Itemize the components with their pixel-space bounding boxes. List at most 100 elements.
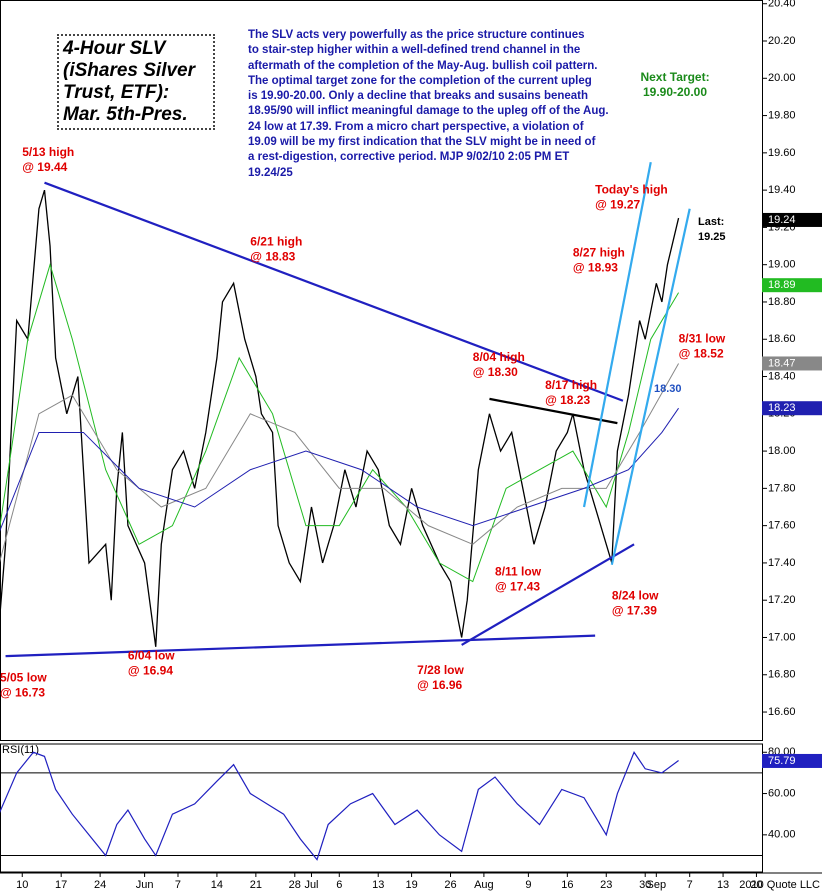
annotation: 5/13 high bbox=[22, 145, 74, 159]
annotation: 6/21 high bbox=[250, 234, 302, 248]
rsi-tick-label: 40.00 bbox=[768, 829, 796, 841]
last-label: Last: bbox=[698, 216, 724, 228]
trendline bbox=[582, 161, 652, 508]
annotation: 5/05 low bbox=[0, 671, 47, 685]
last-label: 19.25 bbox=[698, 231, 726, 243]
y-tick-label: 20.20 bbox=[768, 35, 796, 47]
annotation: @ 19.44 bbox=[22, 160, 67, 174]
y-tick-label: 18.40 bbox=[768, 370, 796, 382]
price-tag bbox=[762, 278, 822, 293]
moving-average bbox=[0, 363, 680, 563]
note-line: is 19.90-20.00. Only a decline that brea… bbox=[248, 90, 589, 103]
title-line: 4-Hour SLV bbox=[63, 38, 166, 59]
x-tick-label: Sep bbox=[647, 879, 667, 891]
target-line: Next Target: bbox=[640, 70, 710, 84]
x-tick-label: 17 bbox=[55, 879, 67, 891]
price-tag-label: 18.23 bbox=[768, 402, 796, 414]
price-tag-label: 18.47 bbox=[768, 357, 796, 369]
rsi-line bbox=[0, 750, 679, 861]
title-line: Mar. 5th-Pres. bbox=[63, 104, 188, 125]
trendline bbox=[5, 634, 596, 658]
x-tick-label: 7 bbox=[687, 879, 693, 891]
title-line: (iShares Silver bbox=[63, 60, 196, 81]
annotation: @ 16.73 bbox=[0, 686, 45, 700]
x-tick-label: Jul bbox=[304, 879, 318, 891]
y-tick-label: 18.00 bbox=[768, 445, 796, 457]
title-box: 4-Hour SLV (iShares Silver Trust, ETF): Mar… bbox=[57, 34, 215, 130]
y-tick-label: 17.20 bbox=[768, 594, 796, 606]
x-tick-label: 26 bbox=[444, 879, 456, 891]
annotation: 8/17 high bbox=[545, 378, 597, 392]
x-tick-label: 10 bbox=[16, 879, 28, 891]
x-tick-label: 21 bbox=[250, 879, 262, 891]
y-tick-label: 18.60 bbox=[768, 333, 796, 345]
y-tick-label: 19.00 bbox=[768, 259, 796, 271]
y-tick-label: 19.60 bbox=[768, 147, 796, 159]
rsi-frame bbox=[0, 743, 763, 873]
y-tick-label: 20.40 bbox=[768, 0, 796, 10]
y-tick-label: 16.60 bbox=[768, 706, 796, 718]
y-tick-label: 17.00 bbox=[768, 631, 796, 643]
rsi-tick-label: 60.00 bbox=[768, 787, 796, 799]
moving-average bbox=[0, 262, 679, 583]
x-tick-label: 7 bbox=[175, 879, 181, 891]
y-tick-label: 17.80 bbox=[768, 482, 796, 494]
annotation: @ 16.94 bbox=[128, 663, 173, 677]
x-tick-label: 13 bbox=[372, 879, 384, 891]
y-tick-label: 20.00 bbox=[768, 72, 796, 84]
annotation: @ 19.27 bbox=[595, 197, 640, 211]
price-tag bbox=[762, 212, 822, 227]
rsi-tag-label: 75.79 bbox=[768, 755, 796, 767]
x-tick-label: Aug bbox=[474, 879, 494, 891]
note-line: 24 low at 17.39. From a micro chart pers… bbox=[248, 120, 584, 133]
y-tick-label: 19.40 bbox=[768, 184, 796, 196]
commentary: The SLV acts very powerfully as the pric… bbox=[248, 28, 628, 181]
annotation: 8/31 low bbox=[679, 331, 726, 345]
annotation: @ 18.23 bbox=[545, 393, 590, 407]
annotation: Today's high bbox=[595, 182, 668, 196]
y-tick-label: 17.60 bbox=[768, 520, 796, 532]
y-tick-label: 16.80 bbox=[768, 669, 796, 681]
x-tick-label: 16 bbox=[561, 879, 573, 891]
trendline bbox=[44, 181, 624, 402]
y-tick-label: 19.80 bbox=[768, 109, 796, 121]
rsi-name: RSI(11) bbox=[2, 744, 39, 756]
note-line: a rest-digestion, corrective period. MJP… bbox=[248, 151, 570, 164]
note-line: aftermath of the completion of the May-A… bbox=[248, 59, 598, 72]
price-tag bbox=[762, 401, 822, 416]
note-line: 18.95/90 will inflict meaningful damage … bbox=[248, 105, 609, 118]
x-tick-label: 9 bbox=[525, 879, 531, 891]
annotation: @ 17.39 bbox=[612, 604, 657, 618]
x-tick-label: 20 bbox=[750, 879, 762, 891]
title-line: Trust, ETF): bbox=[63, 82, 170, 103]
y-tick-label: 18.80 bbox=[768, 296, 796, 308]
y-tick-label: 17.40 bbox=[768, 557, 796, 569]
footer: 2010 Quote LLC bbox=[739, 879, 820, 891]
annotation: @ 16.96 bbox=[417, 678, 462, 692]
annotation: 6/04 low bbox=[128, 648, 175, 662]
rsi-tag bbox=[762, 753, 822, 768]
annotation: @ 18.52 bbox=[679, 346, 724, 360]
note-line: The optimal target zone for the completi… bbox=[248, 74, 592, 87]
target-box: Next Target: 19.90-20.00 bbox=[630, 70, 720, 100]
annotation: 7/28 low bbox=[417, 663, 464, 677]
price-tag bbox=[762, 356, 822, 371]
annotation: @ 18.30 bbox=[473, 365, 518, 379]
x-tick-label: 23 bbox=[600, 879, 612, 891]
trendline bbox=[461, 543, 635, 646]
x-tick-label: 14 bbox=[211, 879, 223, 891]
annotation: 8/11 low bbox=[495, 564, 542, 578]
price-tag-label: 19.24 bbox=[768, 214, 796, 226]
note-line: to stair-step higher within a well-defin… bbox=[248, 44, 581, 57]
channel-label: 18.30 bbox=[654, 383, 682, 395]
trendline bbox=[489, 397, 618, 425]
annotation: 8/04 high bbox=[473, 350, 525, 364]
price-line bbox=[0, 189, 680, 647]
note-line: The SLV acts very powerfully as the pric… bbox=[248, 29, 585, 41]
moving-average bbox=[0, 407, 679, 532]
x-tick-label: 24 bbox=[94, 879, 106, 891]
trendline bbox=[610, 208, 691, 566]
x-tick-label: 13 bbox=[717, 879, 729, 891]
